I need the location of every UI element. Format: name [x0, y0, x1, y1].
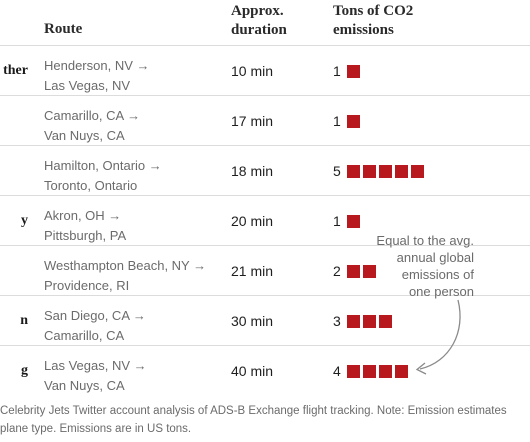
footnote-line: plane type. Emissions are in US tons.	[0, 423, 192, 435]
celebrity-name: n	[20, 313, 28, 328]
route-destination: Camarillo, CA	[44, 328, 125, 343]
route-cell: San Diego, CA → Camarillo, CA	[44, 306, 146, 346]
emission-square	[362, 264, 376, 278]
emission-square	[378, 364, 392, 378]
celebrity-name	[0, 246, 28, 296]
table-row: Westhampton Beach, NY → Providence, RI 2…	[0, 245, 530, 296]
emissions-value: 2	[333, 263, 341, 279]
duration-cell: 20 min	[231, 213, 274, 229]
emissions-squares	[346, 264, 379, 278]
celebrity-name: g	[21, 363, 28, 378]
emissions-squares	[346, 364, 411, 378]
emission-square	[394, 164, 408, 178]
footnote: Celebrity Jets Twitter account analysis …	[0, 402, 530, 438]
emissions-value: 1	[333, 63, 341, 79]
celebrity-name	[0, 96, 28, 146]
emissions-squares	[346, 214, 363, 228]
route-origin: Henderson, NV →	[44, 58, 150, 73]
emissions-cell: 2	[333, 246, 379, 296]
route-cell: Camarillo, CA → Van Nuys, CA	[44, 106, 140, 146]
footnote-line: Celebrity Jets Twitter account analysis …	[0, 405, 507, 417]
emission-square	[362, 364, 376, 378]
route-cell: Westhampton Beach, NY → Providence, RI	[44, 256, 206, 296]
route-origin: Westhampton Beach, NY →	[44, 258, 207, 273]
emissions-value: 1	[333, 113, 341, 129]
annotation-line: annual global	[396, 250, 474, 265]
emissions-squares	[346, 64, 363, 78]
duration-cell: 10 min	[231, 63, 274, 79]
duration-cell: 18 min	[231, 163, 274, 179]
emissions-value: 3	[333, 313, 341, 329]
route-destination: Van Nuys, CA	[44, 378, 125, 393]
duration-cell: 40 min	[231, 363, 274, 379]
route-destination: Las Vegas, NV	[44, 78, 130, 93]
route-origin: Hamilton, Ontario →	[44, 158, 162, 173]
annotation-arrow-icon	[415, 299, 461, 375]
table-header: Route Approx. duration Tons of CO2 emiss…	[0, 0, 530, 46]
emissions-squares	[346, 114, 363, 128]
emission-square	[378, 164, 392, 178]
emissions-cell: 1	[333, 46, 363, 96]
annotation-note: Equal to the avg. annual global emission…	[362, 232, 474, 300]
duration-cell: 21 min	[231, 263, 274, 279]
emissions-squares	[346, 314, 395, 328]
duration-cell: 17 min	[231, 113, 274, 129]
emissions-cell: 4	[333, 346, 411, 396]
emissions-value: 1	[333, 213, 341, 229]
route-cell: Akron, OH → Pittsburgh, PA	[44, 206, 126, 246]
table-row: Camarillo, CA → Van Nuys, CA 17 min 1	[0, 95, 530, 146]
emissions-header: Tons of CO2 emissions	[333, 3, 414, 38]
emission-square	[346, 264, 360, 278]
emission-square	[346, 64, 360, 78]
route-origin: Akron, OH →	[44, 208, 122, 223]
celebrity-name: y	[21, 213, 28, 228]
annotation-line: emissions of	[401, 267, 474, 282]
route-cell: Henderson, NV → Las Vegas, NV	[44, 56, 150, 96]
emissions-value: 5	[333, 163, 341, 179]
celebrity-name: ther	[3, 63, 28, 78]
celebrity-name	[0, 146, 28, 196]
table-row: ther Henderson, NV → Las Vegas, NV 10 mi…	[0, 45, 530, 96]
emissions-value: 4	[333, 363, 341, 379]
emission-square	[410, 164, 424, 178]
route-origin: San Diego, CA →	[44, 308, 146, 323]
annotation-line: Equal to the avg.	[376, 233, 474, 248]
route-destination: Toronto, Ontario	[44, 178, 138, 193]
annotation-line: one person	[408, 284, 474, 299]
emission-square	[346, 314, 360, 328]
emission-square	[346, 164, 360, 178]
emission-square	[362, 314, 376, 328]
emissions-cell: 3	[333, 296, 395, 346]
emission-square	[346, 114, 360, 128]
route-destination: Van Nuys, CA	[44, 128, 125, 143]
emission-square	[362, 164, 376, 178]
route-cell: Las Vegas, NV → Van Nuys, CA	[44, 356, 147, 396]
emissions-cell: 1	[333, 196, 363, 246]
emission-square	[378, 314, 392, 328]
route-header: Route	[44, 21, 83, 37]
emission-square	[346, 364, 360, 378]
emissions-squares	[346, 164, 427, 178]
route-origin: Las Vegas, NV →	[44, 358, 147, 373]
duration-cell: 30 min	[231, 313, 274, 329]
route-cell: Hamilton, Ontario → Toronto, Ontario	[44, 156, 162, 196]
route-destination: Pittsburgh, PA	[44, 228, 127, 243]
route-destination: Providence, RI	[44, 278, 130, 293]
table-row: Hamilton, Ontario → Toronto, Ontario 18 …	[0, 145, 530, 196]
table-row: n San Diego, CA → Camarillo, CA 30 min 3	[0, 295, 530, 346]
emission-square	[394, 364, 408, 378]
emission-square	[346, 214, 360, 228]
table-row: y Akron, OH → Pittsburgh, PA 20 min 1	[0, 195, 530, 246]
route-origin: Camarillo, CA →	[44, 108, 141, 123]
duration-header: Approx. duration	[231, 3, 287, 38]
table-row: g Las Vegas, NV → Van Nuys, CA 40 min 4	[0, 345, 530, 396]
emissions-cell: 1	[333, 96, 363, 146]
emissions-cell: 5	[333, 146, 427, 196]
